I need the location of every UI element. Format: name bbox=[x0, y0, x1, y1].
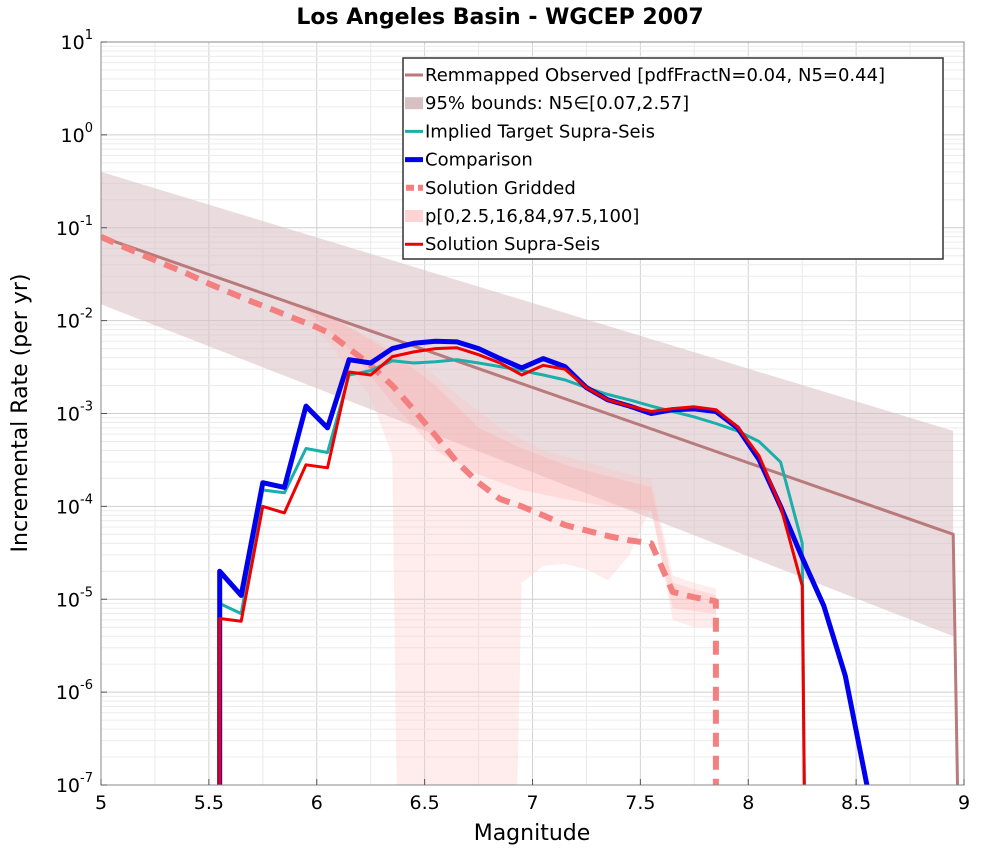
y-tick-exponent: -2 bbox=[80, 307, 93, 322]
band-1 bbox=[284, 301, 716, 785]
band-0 bbox=[101, 171, 954, 637]
y-tick-base: 10 bbox=[56, 404, 80, 426]
y-tick-label: 10-4 bbox=[56, 492, 93, 518]
series-line-4 bbox=[218, 346, 806, 785]
legend-label-2: Implied Target Supra-Seis bbox=[425, 121, 655, 142]
series-line-1 bbox=[101, 234, 719, 785]
y-tick-base: 10 bbox=[56, 496, 80, 518]
band-2 bbox=[306, 304, 716, 614]
x-tick-label: 5 bbox=[95, 792, 107, 814]
legend-label-6: Solution Supra-Seis bbox=[425, 234, 600, 255]
y-tick-exponent: -7 bbox=[80, 771, 93, 786]
y-tick-label: 10-7 bbox=[56, 771, 93, 797]
x-tick-label: 6.5 bbox=[410, 792, 440, 814]
legend-label-5: p[0,2.5,16,84,97.5,100] bbox=[425, 206, 639, 227]
y-tick-label: 100 bbox=[61, 121, 93, 147]
y-tick-label: 10-5 bbox=[56, 585, 93, 611]
y-tick-label: 10-3 bbox=[56, 400, 93, 426]
data-series bbox=[101, 234, 959, 785]
y-tick-base: 10 bbox=[56, 682, 80, 704]
y-tick-exponent: -1 bbox=[80, 214, 93, 229]
legend-label-0: Remmapped Observed [pdfFractN=0.04, N5=0… bbox=[425, 65, 885, 86]
chart-title: Los Angeles Basin - WGCEP 2007 bbox=[296, 5, 703, 30]
x-tick-label: 6 bbox=[311, 792, 323, 814]
y-tick-label: 10-2 bbox=[56, 307, 93, 333]
y-tick-base: 10 bbox=[56, 775, 80, 797]
y-tick-exponent: 1 bbox=[85, 28, 93, 43]
legend-box bbox=[402, 57, 944, 260]
series-line-0 bbox=[101, 235, 959, 785]
y-tick-base: 10 bbox=[61, 32, 85, 54]
y-tick-exponent: -6 bbox=[80, 678, 93, 693]
y-tick-label: 10-1 bbox=[56, 214, 93, 240]
x-tick-label: 8 bbox=[742, 792, 754, 814]
y-tick-base: 10 bbox=[56, 589, 80, 611]
x-axis-label: Magnitude bbox=[474, 821, 591, 846]
y-tick-exponent: -4 bbox=[80, 492, 93, 507]
legend-swatch-5 bbox=[405, 210, 423, 222]
x-tick-label: 5.5 bbox=[194, 792, 224, 814]
y-tick-base: 10 bbox=[56, 311, 80, 333]
y-tick-base: 10 bbox=[56, 218, 80, 240]
axis-ticks: 5 5.5 6 6.5 7 7.5 8 8.5 910-710-610-510-410-310-… bbox=[56, 28, 970, 814]
x-tick-label: 9 bbox=[958, 792, 970, 814]
x-tick-label: 8.5 bbox=[841, 792, 871, 814]
y-tick-label: 101 bbox=[61, 28, 93, 54]
confidence-bands bbox=[101, 171, 954, 785]
x-tick-label: 7 bbox=[526, 792, 538, 814]
y-tick-exponent: -3 bbox=[80, 400, 93, 415]
legend-label-4: Solution Gridded bbox=[425, 178, 576, 199]
y-tick-base: 10 bbox=[61, 125, 85, 147]
legend-label-3: Comparison bbox=[425, 150, 533, 171]
y-tick-exponent: -5 bbox=[80, 585, 93, 600]
legend-label-1: 95% bounds: N5∈[0.07,2.57] bbox=[425, 93, 689, 114]
y-axis-label: Incremental Rate (per yr) bbox=[8, 274, 33, 553]
legend-swatch-1 bbox=[405, 97, 423, 110]
x-tick-label: 7.5 bbox=[625, 792, 655, 814]
y-tick-label: 10-6 bbox=[56, 678, 93, 704]
series-line-3 bbox=[217, 338, 870, 785]
legend: Remmapped Observed [pdfFractN=0.04, N5=0… bbox=[402, 57, 944, 260]
y-tick-exponent: 0 bbox=[85, 121, 93, 136]
